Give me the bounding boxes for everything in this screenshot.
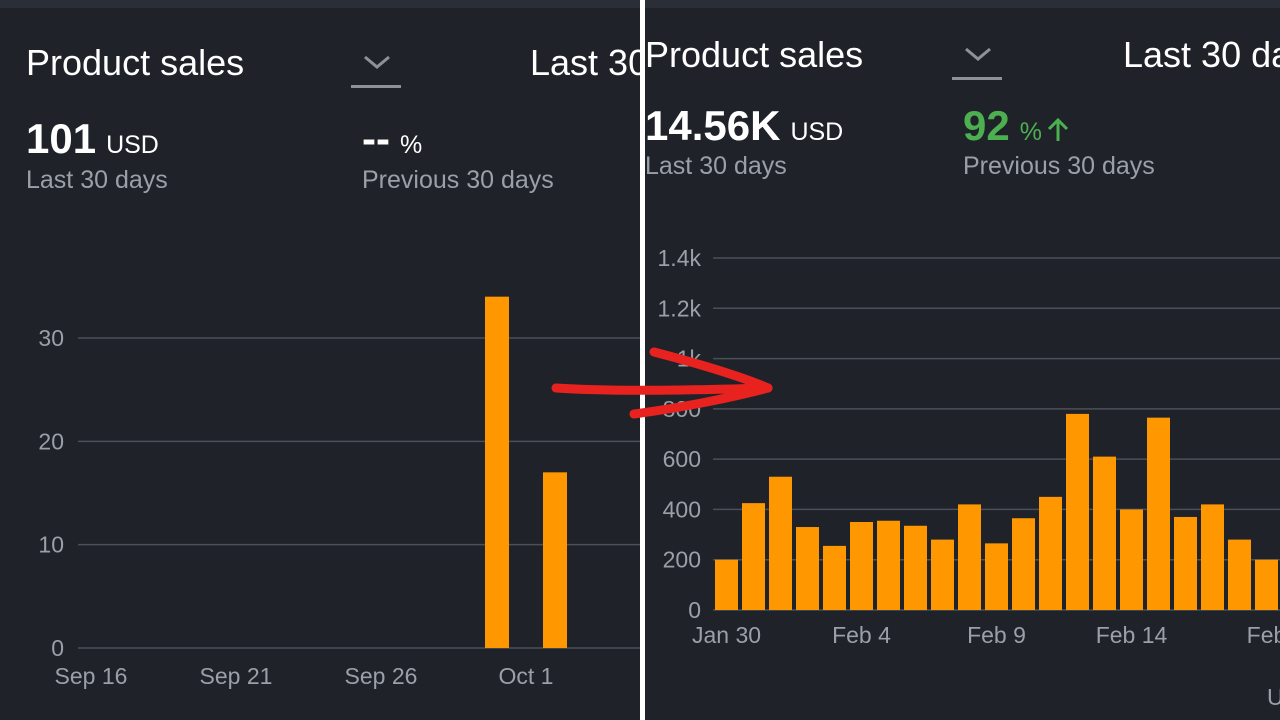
total-sales-number: 101 bbox=[26, 115, 97, 162]
range-dropdown[interactable] bbox=[952, 34, 1004, 80]
dropdown-underline bbox=[351, 85, 401, 88]
chart-title: Product sales bbox=[645, 34, 864, 75]
change-value: --% bbox=[362, 115, 422, 163]
total-sales-number: 14.56K bbox=[645, 102, 781, 149]
bar bbox=[958, 504, 981, 610]
bar bbox=[877, 520, 900, 610]
bar bbox=[1255, 559, 1278, 610]
x-tick-label: Feb 9 bbox=[967, 622, 1026, 648]
y-tick-label: 1.4k bbox=[658, 245, 702, 271]
bar bbox=[904, 525, 927, 610]
y-tick-label: 600 bbox=[663, 446, 701, 472]
y-tick-label: 200 bbox=[663, 547, 701, 573]
change-number: -- bbox=[362, 115, 390, 162]
bar bbox=[485, 296, 509, 648]
bar bbox=[715, 559, 738, 610]
x-tick-label: Oct 1 bbox=[499, 663, 554, 689]
change-label: Previous 30 days bbox=[963, 152, 1155, 180]
bar bbox=[1228, 539, 1251, 610]
arrow-up-icon bbox=[1046, 105, 1070, 153]
right-screenshot-panel: Product sales Last 30 da 14.56K USD Last … bbox=[645, 0, 1280, 720]
y-tick-label: 1k bbox=[677, 346, 702, 372]
range-dropdown[interactable] bbox=[351, 42, 403, 88]
bar bbox=[1066, 413, 1089, 610]
change-number: 92 bbox=[963, 102, 1010, 149]
total-sales-label: Last 30 days bbox=[26, 166, 168, 194]
x-tick-label: Sep 21 bbox=[200, 663, 273, 689]
bar bbox=[850, 522, 873, 610]
bar bbox=[796, 527, 819, 610]
left-bar-chart: 0 10 20 30 Sep 16 Sep 21 Sep 26 Oct 1 bbox=[38, 296, 640, 689]
chevron-down-icon bbox=[965, 47, 991, 61]
bar bbox=[1147, 417, 1170, 610]
bar bbox=[1039, 496, 1062, 610]
bar bbox=[543, 472, 567, 648]
total-sales-value: 101 USD bbox=[26, 115, 159, 163]
x-tick-label: Sep 26 bbox=[345, 663, 418, 689]
x-tick-label: Feb bbox=[1247, 622, 1280, 648]
y-tick-label: 10 bbox=[38, 532, 64, 558]
bar bbox=[931, 539, 954, 610]
right-bar-chart: 0 200 400 600 800 1k 1.2k 1.4k Jan 30 Feb 4 Feb 9 F… bbox=[658, 245, 1280, 648]
corner-text: U bbox=[1267, 684, 1280, 710]
x-tick-label: Sep 16 bbox=[55, 663, 128, 689]
y-tick-label: 400 bbox=[663, 496, 701, 522]
bar bbox=[769, 476, 792, 610]
bar bbox=[1012, 518, 1035, 610]
top-border bbox=[645, 0, 1280, 8]
x-tick-label: Feb 4 bbox=[832, 622, 891, 648]
total-sales-unit: USD bbox=[790, 118, 844, 146]
bar bbox=[1201, 504, 1224, 610]
panel-divider bbox=[640, 0, 645, 720]
total-sales-unit: USD bbox=[106, 131, 159, 159]
left-screenshot-panel: Product sales Last 30 101 USD Last 30 day… bbox=[0, 0, 640, 720]
y-tick-label: 30 bbox=[38, 325, 64, 351]
range-label[interactable]: Last 30 da bbox=[1123, 34, 1280, 75]
bar bbox=[985, 543, 1008, 610]
dropdown-underline bbox=[952, 77, 1002, 80]
change-unit: % bbox=[1019, 118, 1042, 146]
top-border bbox=[0, 0, 640, 8]
bar bbox=[1174, 516, 1197, 610]
x-tick-label: Jan 30 bbox=[692, 622, 761, 648]
y-tick-label: 0 bbox=[688, 597, 701, 623]
change-unit: % bbox=[399, 131, 423, 159]
bar bbox=[823, 545, 846, 610]
bar bbox=[1093, 456, 1116, 610]
chevron-down-icon bbox=[364, 55, 390, 69]
total-sales-value: 14.56K USD bbox=[645, 102, 843, 150]
change-label: Previous 30 days bbox=[362, 166, 554, 194]
y-tick-label: 800 bbox=[663, 396, 701, 422]
total-sales-label: Last 30 days bbox=[645, 152, 787, 180]
change-value: 92% bbox=[963, 102, 1070, 153]
x-tick-label: Feb 14 bbox=[1096, 622, 1168, 648]
y-tick-label: 20 bbox=[38, 428, 64, 454]
range-label[interactable]: Last 30 bbox=[530, 42, 640, 83]
y-tick-label: 1.2k bbox=[658, 295, 702, 321]
y-tick-label: 0 bbox=[51, 635, 64, 661]
chart-title: Product sales bbox=[26, 42, 245, 83]
bar bbox=[1120, 509, 1143, 610]
bar bbox=[742, 503, 765, 610]
